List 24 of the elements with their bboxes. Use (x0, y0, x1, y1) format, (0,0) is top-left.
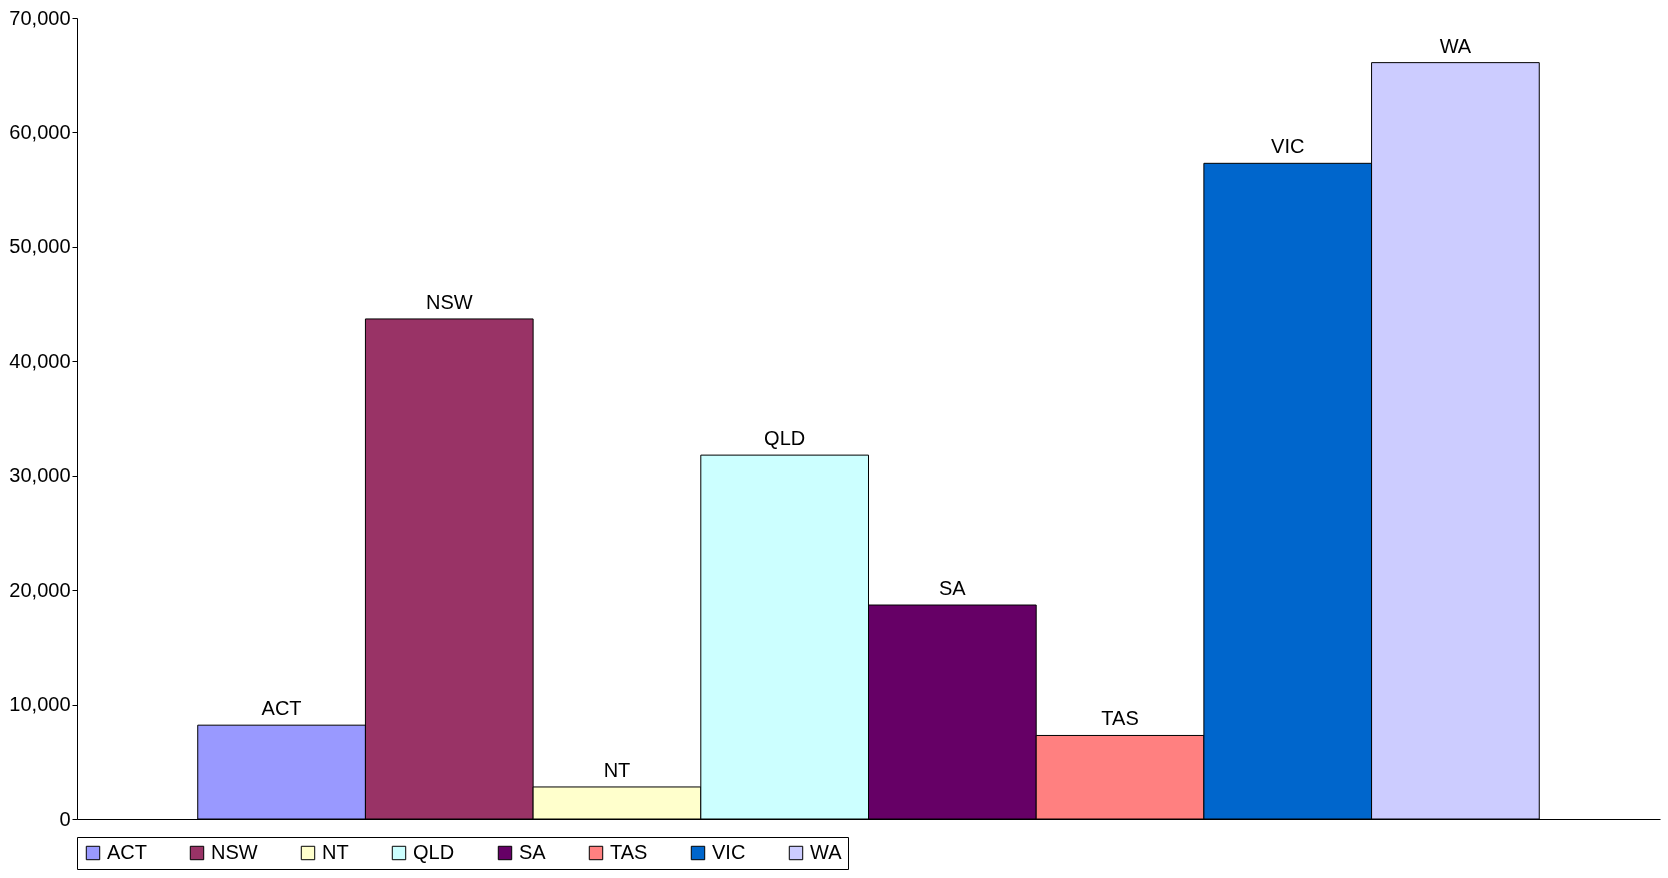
y-tick-label: 50,000 (9, 235, 71, 258)
text: NT (603, 758, 631, 781)
legend-label: NSW (211, 841, 258, 863)
text: SA (939, 577, 966, 600)
legend-label: SA (519, 841, 547, 863)
legend-label: NT (322, 841, 349, 863)
y-tick-label: 10,000 (9, 693, 71, 716)
legend-label: ACT (107, 841, 147, 863)
legend-label: WA (810, 841, 843, 863)
y-tick-label: 70,000 (9, 6, 71, 29)
legend-label: TAS (610, 841, 648, 863)
y-tick-label: 0 (59, 807, 71, 830)
text: WA (1439, 34, 1472, 57)
y-tick-label: 20,000 (9, 578, 71, 601)
text: ACT (261, 697, 302, 720)
y-tick-label: 60,000 (9, 120, 71, 143)
legend-label: VIC (712, 841, 746, 863)
y-tick-label: 30,000 (9, 464, 71, 487)
text: NSW (425, 290, 473, 313)
legend-label: QLD (413, 841, 455, 863)
y-tick-label: 40,000 (9, 349, 71, 372)
text: TAS (1101, 707, 1139, 730)
text: VIC (1271, 135, 1305, 158)
text: QLD (764, 427, 806, 450)
